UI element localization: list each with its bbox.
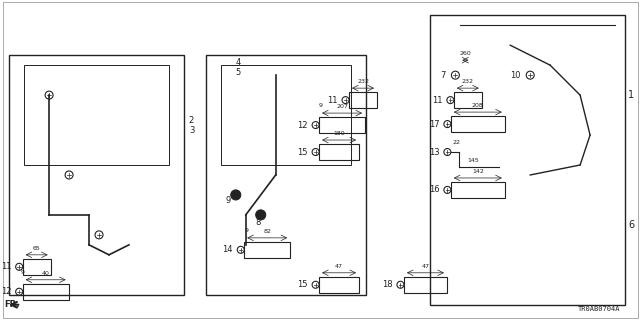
Text: 18: 18 — [382, 280, 392, 289]
Text: 82: 82 — [263, 229, 271, 234]
Text: 208: 208 — [472, 103, 484, 108]
Text: 47: 47 — [421, 264, 429, 269]
Bar — [22, 284, 68, 300]
Bar — [24, 65, 169, 165]
Bar — [349, 92, 377, 108]
Bar — [319, 277, 359, 293]
Text: 10: 10 — [509, 71, 520, 80]
Text: 12: 12 — [297, 121, 308, 130]
Text: 4: 4 — [236, 58, 241, 67]
Text: FR.: FR. — [4, 300, 20, 309]
Text: 17: 17 — [429, 120, 440, 129]
Circle shape — [231, 190, 241, 200]
Text: 11: 11 — [1, 262, 11, 271]
Text: 232: 232 — [357, 79, 369, 84]
Text: 7: 7 — [440, 71, 445, 80]
Bar — [244, 242, 290, 258]
Bar — [451, 182, 505, 198]
Text: TR0AB0704A: TR0AB0704A — [577, 306, 620, 312]
Text: 14: 14 — [222, 245, 233, 254]
Bar — [221, 65, 351, 165]
Text: 65: 65 — [33, 246, 40, 251]
Text: 40: 40 — [42, 271, 49, 276]
Text: 13: 13 — [429, 148, 440, 156]
Bar — [206, 55, 365, 295]
Text: 15: 15 — [297, 280, 308, 289]
Text: 180: 180 — [333, 131, 345, 136]
Text: 15: 15 — [297, 148, 308, 156]
Text: 3: 3 — [189, 125, 194, 134]
Text: 8: 8 — [256, 218, 261, 227]
Text: 9: 9 — [244, 228, 248, 233]
Text: 1: 1 — [628, 90, 634, 100]
Text: 260: 260 — [460, 51, 471, 56]
Bar — [404, 277, 447, 293]
Text: 9: 9 — [20, 270, 25, 275]
Text: 232: 232 — [462, 79, 474, 84]
Text: 12: 12 — [1, 287, 11, 296]
Text: 2: 2 — [189, 116, 194, 124]
Bar — [9, 55, 184, 295]
Text: 9: 9 — [319, 103, 323, 108]
Text: 145: 145 — [467, 158, 479, 163]
Text: 22: 22 — [452, 140, 460, 145]
Bar — [451, 116, 505, 132]
Bar — [319, 144, 359, 160]
Bar — [454, 92, 482, 108]
Text: 9: 9 — [226, 196, 231, 205]
Text: 47: 47 — [335, 264, 343, 269]
Text: 5: 5 — [236, 68, 241, 77]
Bar — [319, 117, 365, 133]
Text: 6: 6 — [628, 220, 634, 230]
Text: 207: 207 — [336, 104, 348, 109]
Circle shape — [256, 210, 266, 220]
Bar — [430, 15, 625, 305]
Bar — [22, 259, 51, 275]
Text: 142: 142 — [472, 169, 484, 174]
Text: 11: 11 — [432, 96, 442, 105]
Text: 16: 16 — [429, 186, 440, 195]
Text: 11: 11 — [327, 96, 337, 105]
